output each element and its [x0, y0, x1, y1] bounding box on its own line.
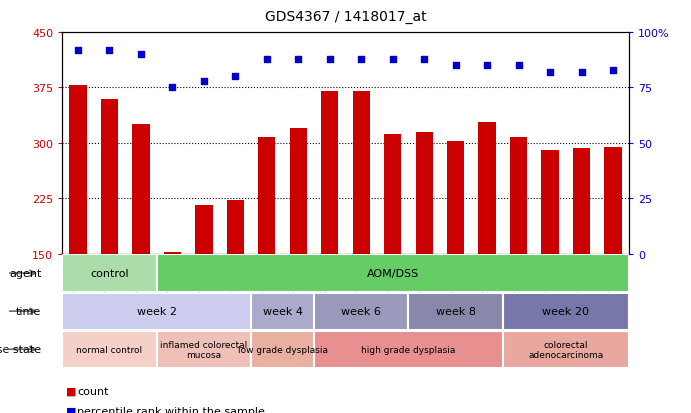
- Bar: [227, 201, 244, 254]
- Point: [324, 56, 335, 63]
- Text: normal control: normal control: [76, 345, 142, 354]
- Bar: [321, 92, 339, 254]
- Bar: [62, 255, 157, 292]
- Text: week 2: week 2: [137, 306, 177, 316]
- Point: [73, 47, 84, 54]
- Point: [261, 56, 272, 63]
- Point: [419, 56, 430, 63]
- Bar: [352, 92, 370, 254]
- Text: inflamed colorectal
mucosa: inflamed colorectal mucosa: [160, 340, 247, 359]
- Bar: [503, 331, 629, 368]
- Point: [167, 85, 178, 92]
- Point: [482, 63, 493, 69]
- Text: colorectal
adenocarcinoma: colorectal adenocarcinoma: [528, 340, 603, 359]
- Bar: [164, 252, 181, 254]
- Text: week 20: week 20: [542, 306, 589, 316]
- Text: time: time: [16, 306, 41, 316]
- Bar: [503, 293, 629, 330]
- Bar: [605, 147, 622, 254]
- Bar: [478, 123, 496, 254]
- Bar: [510, 138, 527, 254]
- Bar: [415, 133, 433, 254]
- Point: [545, 69, 556, 76]
- Text: AOM/DSS: AOM/DSS: [367, 268, 419, 278]
- Text: week 4: week 4: [263, 306, 303, 316]
- Point: [104, 47, 115, 54]
- Point: [135, 52, 146, 58]
- Text: control: control: [90, 268, 129, 278]
- Bar: [408, 293, 503, 330]
- Bar: [69, 86, 86, 254]
- Text: count: count: [77, 386, 109, 396]
- Text: ■: ■: [66, 386, 76, 396]
- Point: [513, 63, 524, 69]
- Bar: [314, 293, 408, 330]
- Bar: [132, 125, 149, 254]
- Point: [450, 63, 461, 69]
- Text: agent: agent: [9, 268, 41, 278]
- Bar: [384, 135, 401, 254]
- Bar: [195, 205, 213, 254]
- Text: percentile rank within the sample: percentile rank within the sample: [77, 406, 265, 413]
- Point: [230, 74, 241, 81]
- Bar: [62, 331, 157, 368]
- Bar: [314, 331, 503, 368]
- Bar: [157, 255, 629, 292]
- Bar: [251, 293, 314, 330]
- Point: [356, 56, 367, 63]
- Bar: [542, 151, 559, 254]
- Text: GDS4367 / 1418017_at: GDS4367 / 1418017_at: [265, 10, 426, 24]
- Bar: [62, 293, 251, 330]
- Bar: [573, 149, 590, 254]
- Point: [387, 56, 398, 63]
- Bar: [101, 99, 118, 254]
- Point: [576, 69, 587, 76]
- Bar: [290, 129, 307, 254]
- Bar: [251, 331, 314, 368]
- Point: [607, 67, 618, 74]
- Bar: [258, 138, 276, 254]
- Bar: [447, 141, 464, 254]
- Bar: [157, 331, 251, 368]
- Text: high grade dysplasia: high grade dysplasia: [361, 345, 455, 354]
- Point: [198, 78, 209, 85]
- Text: ■: ■: [66, 406, 76, 413]
- Text: week 8: week 8: [436, 306, 475, 316]
- Text: week 6: week 6: [341, 306, 381, 316]
- Point: [293, 56, 304, 63]
- Text: low grade dysplasia: low grade dysplasia: [238, 345, 328, 354]
- Text: disease state: disease state: [0, 344, 41, 354]
